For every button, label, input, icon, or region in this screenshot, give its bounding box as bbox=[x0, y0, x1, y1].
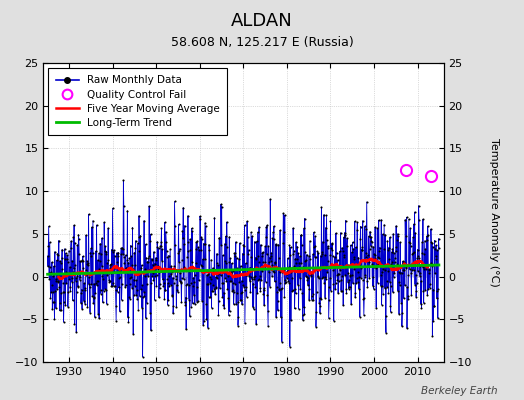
Text: Berkeley Earth: Berkeley Earth bbox=[421, 386, 498, 396]
Text: 58.608 N, 125.217 E (Russia): 58.608 N, 125.217 E (Russia) bbox=[171, 36, 353, 49]
Legend: Raw Monthly Data, Quality Control Fail, Five Year Moving Average, Long-Term Tren: Raw Monthly Data, Quality Control Fail, … bbox=[48, 68, 227, 135]
Y-axis label: Temperature Anomaly (°C): Temperature Anomaly (°C) bbox=[488, 138, 498, 287]
Text: ALDAN: ALDAN bbox=[231, 12, 293, 30]
